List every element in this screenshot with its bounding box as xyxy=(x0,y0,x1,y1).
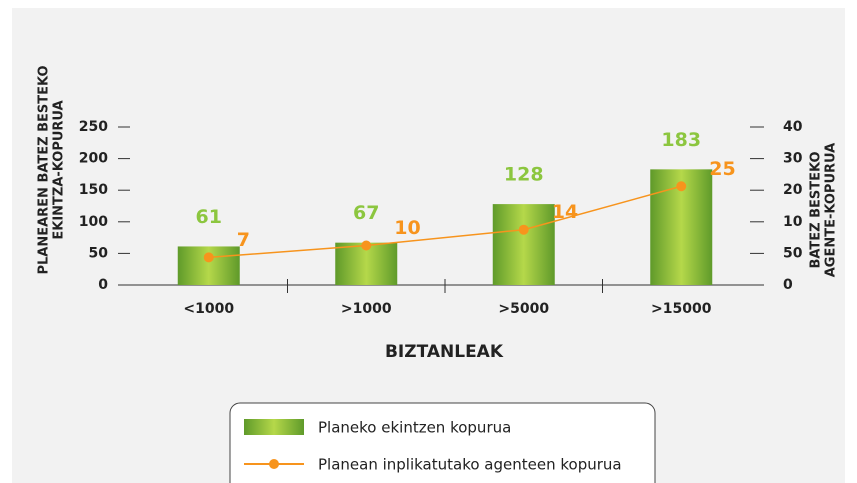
line-point xyxy=(361,240,372,251)
plot: 0 50 100 150 200 250 0 50 10 20 30 40 <1000 >1000 >500… xyxy=(79,119,803,317)
y-axis-title: PLANEAREN BATEZ BESTEKO xyxy=(37,65,52,274)
line-value-label: 14 xyxy=(552,201,578,223)
line-point xyxy=(518,224,529,235)
y-tick-label: 50 xyxy=(89,245,109,261)
legend-label: Planeko ekintzen kopurua xyxy=(318,419,511,437)
legend-swatch xyxy=(244,419,304,435)
y2-tick-label: 30 xyxy=(783,151,803,167)
line-value-label: 25 xyxy=(709,158,735,180)
legend-box xyxy=(229,402,656,483)
y2-axis-title: AGENTE-KOPURUA xyxy=(824,143,839,278)
y-tick-label: 0 xyxy=(98,277,108,293)
y2-tick-label: 40 xyxy=(783,119,803,135)
legend-label: Planean inplikatutako agenteen kopurua xyxy=(318,456,622,474)
y-tick-label: 200 xyxy=(79,151,108,167)
y-tick-label: 100 xyxy=(79,214,108,230)
y2-axis-title: BATEZ BESTEKO xyxy=(809,151,824,268)
y-axis-title: EKINTZA-KOPURUA xyxy=(52,100,67,239)
line-value-label: 10 xyxy=(394,217,420,239)
x-tick-label: >15000 xyxy=(651,301,712,317)
y-tick-label: 150 xyxy=(79,182,108,198)
line xyxy=(208,185,682,259)
y2-tick-label: 50 xyxy=(783,245,803,261)
line-value-label: 7 xyxy=(237,229,250,251)
x-tick-label: >5000 xyxy=(498,301,549,317)
y-tick-label: 250 xyxy=(79,119,108,135)
y2-tick-label: 10 xyxy=(783,214,803,230)
bar-value-label: 67 xyxy=(353,202,379,224)
bar xyxy=(177,246,240,285)
bar-value-label: 128 xyxy=(504,164,544,186)
bar xyxy=(492,204,555,285)
x-axis-title: BIZTANLEAK xyxy=(385,342,504,362)
y2-tick-label: 20 xyxy=(783,182,803,198)
y2-tick-label: 0 xyxy=(783,277,793,293)
line-point xyxy=(203,252,214,263)
x-tick-label: >1000 xyxy=(341,301,392,317)
bar-value-label: 183 xyxy=(661,129,701,151)
legend-swatch xyxy=(269,459,279,469)
x-tick-label: <1000 xyxy=(183,301,234,317)
bar-value-label: 61 xyxy=(196,206,222,228)
line-point xyxy=(676,181,687,192)
